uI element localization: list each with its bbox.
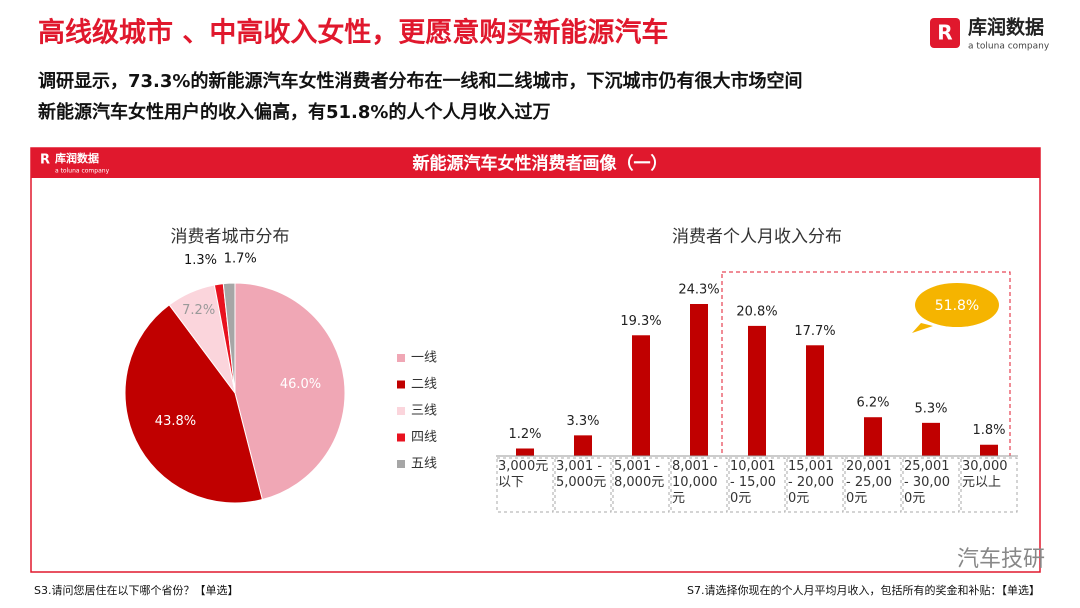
- category-box: [612, 457, 670, 513]
- pie-slice: [234, 282, 346, 501]
- category-box: [786, 457, 844, 513]
- category-box: [960, 457, 1018, 513]
- data-label: 5.3%: [914, 401, 947, 416]
- data-label: 46.0%: [280, 377, 321, 392]
- data-label: 7.2%: [182, 303, 215, 318]
- bar: [516, 448, 534, 456]
- category-box: [728, 457, 786, 513]
- data-label: 19.3%: [620, 314, 661, 329]
- logo-icon: [930, 18, 960, 48]
- legend-label: 四线: [411, 430, 437, 445]
- data-label: 6.2%: [856, 396, 889, 411]
- data-label: 1.3%: [184, 253, 217, 268]
- bar: [806, 345, 824, 456]
- legend-label: 一线: [411, 351, 437, 366]
- chart-title: 消费者城市分布: [171, 227, 290, 247]
- panel-brand-sub: a toluna company: [55, 168, 110, 175]
- data-label: 24.3%: [678, 283, 719, 298]
- brand: 库润数据: [968, 16, 1044, 39]
- legend-swatch: [397, 354, 405, 362]
- bar: [748, 325, 766, 456]
- brand-sub: a toluna company: [968, 42, 1050, 52]
- data-label: 3.3%: [566, 414, 599, 429]
- x-tick-label: 3,000元以下: [498, 459, 549, 490]
- bar: [864, 417, 882, 456]
- x-tick-label: 3,001 - 5,000元: [556, 459, 607, 490]
- watermark: 汽车技研: [957, 547, 1045, 572]
- category-box: [496, 457, 554, 513]
- panel-logo: R: [40, 153, 50, 168]
- x-tick-label: 30,000元以上: [962, 459, 1008, 490]
- panel-header: [31, 148, 1040, 178]
- x-tick-label: 8,001 - 10,000元: [672, 459, 719, 506]
- category-box: [902, 457, 960, 513]
- panel-brand: 库润数据: [55, 151, 99, 165]
- data-label: 1.2%: [508, 427, 541, 442]
- bar: [574, 435, 592, 456]
- x-tick-label: 20,001 - 25,000元: [846, 459, 893, 506]
- bar: [922, 422, 940, 456]
- category-box: [554, 457, 612, 513]
- footnote: S3.请问您居住在以下哪个省份？【单选】: [34, 583, 238, 597]
- legend-swatch: [397, 407, 405, 415]
- panel-title: 新能源汽车女性消费者画像（一）: [413, 153, 668, 174]
- x-tick-label: 25,001 - 30,000元: [904, 459, 951, 506]
- legend-label: 五线: [411, 457, 437, 472]
- logo-letter: R: [937, 21, 952, 45]
- annotation: 51.8%: [935, 298, 979, 314]
- callout: [915, 283, 999, 327]
- summary-line: 调研显示，73.3%的新能源汽车女性消费者分布在一线和二线城市，下沉城市仍有很大…: [38, 70, 802, 92]
- legend-swatch: [397, 433, 405, 442]
- pie-slice: [124, 304, 263, 504]
- pie-slice: [222, 282, 236, 394]
- data-label: 43.8%: [155, 414, 196, 429]
- legend-swatch: [397, 460, 405, 468]
- chart-title: 消费者个人月收入分布: [672, 227, 842, 247]
- x-tick-label: 10,001 - 15,000元: [730, 459, 777, 506]
- data-label: 1.8%: [972, 423, 1005, 438]
- data-label: 20.8%: [736, 304, 777, 319]
- data-label: 1.7%: [224, 252, 257, 267]
- x-tick-label: 15,001 - 20,000元: [788, 459, 835, 506]
- footnote: S7.请选择你现在的个人月平均月收入，包括所有的奖金和补贴：【单选】: [687, 583, 1040, 597]
- title: 高线级城市 、中高收入女性，更愿意购买新能源汽车: [38, 17, 668, 49]
- legend-swatch: [397, 380, 405, 389]
- category-box: [844, 457, 902, 513]
- legend-label: 二线: [411, 377, 437, 392]
- category-box: [670, 457, 728, 513]
- bar: [980, 444, 998, 456]
- legend-label: 三线: [411, 404, 437, 419]
- summary-line: 新能源汽车女性用户的收入偏高，有51.8%的人个人月收入过万: [38, 101, 550, 123]
- callout: [912, 323, 933, 333]
- bar: [632, 335, 650, 456]
- bar: [690, 304, 708, 456]
- x-tick-label: 5,001 - 8,000元: [614, 459, 665, 490]
- data-label: 17.7%: [794, 324, 835, 339]
